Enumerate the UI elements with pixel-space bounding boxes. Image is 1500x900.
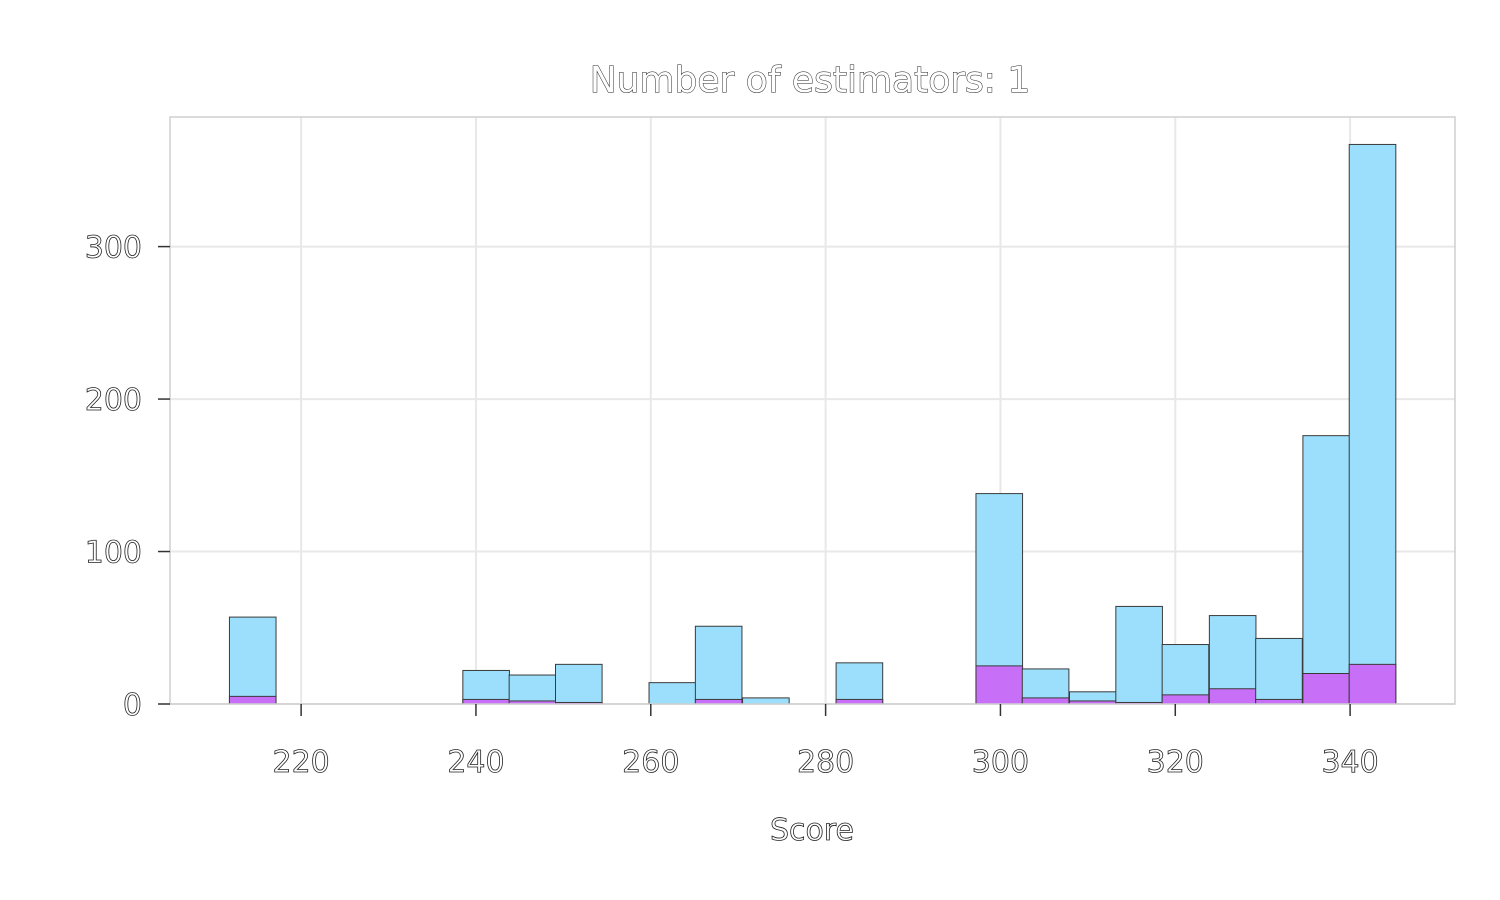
bar-total — [462, 669, 510, 705]
bar-total — [1302, 435, 1350, 705]
bar-total — [1255, 637, 1303, 705]
bar-total — [835, 662, 884, 705]
chart-title: Number of estimators: 1 — [590, 60, 1031, 101]
bar-subset — [1021, 697, 1070, 705]
axis-ticks: 220 240 260 280 300 320 340 0 100 200 300 — [84, 230, 1379, 780]
x-tick-label: 320 — [1147, 745, 1204, 780]
x-axis-label: Score — [770, 813, 854, 848]
bar-subset — [1208, 688, 1257, 705]
y-tick-label: 100 — [85, 536, 142, 571]
bar-subset — [228, 695, 277, 705]
x-tick-label: 260 — [622, 745, 679, 780]
bar-total — [508, 674, 557, 705]
bar-total — [1161, 644, 1210, 705]
plot-frame — [169, 116, 1456, 705]
bar-total — [742, 697, 790, 705]
x-tick-label: 300 — [972, 745, 1029, 780]
grid-lines — [170, 117, 1455, 705]
bar-total — [555, 663, 603, 705]
y-tick-label: 0 — [123, 688, 142, 723]
bar-total — [1348, 143, 1397, 705]
x-tick-label: 280 — [797, 745, 854, 780]
bar-subset — [975, 665, 1024, 705]
x-tick-label: 220 — [272, 745, 329, 780]
bar-total — [694, 625, 743, 705]
bar-subset — [1348, 663, 1397, 705]
y-tick-label: 300 — [85, 231, 142, 266]
bars — [228, 143, 1397, 705]
x-tick-label: 240 — [447, 745, 504, 780]
bar-subset — [1161, 694, 1210, 705]
bar-total — [1115, 605, 1163, 705]
bar-subset — [1302, 673, 1350, 705]
x-tick-label: 340 — [1321, 745, 1378, 780]
bar-total — [228, 616, 277, 705]
bar-total — [648, 682, 697, 705]
y-tick-label: 200 — [85, 383, 142, 418]
